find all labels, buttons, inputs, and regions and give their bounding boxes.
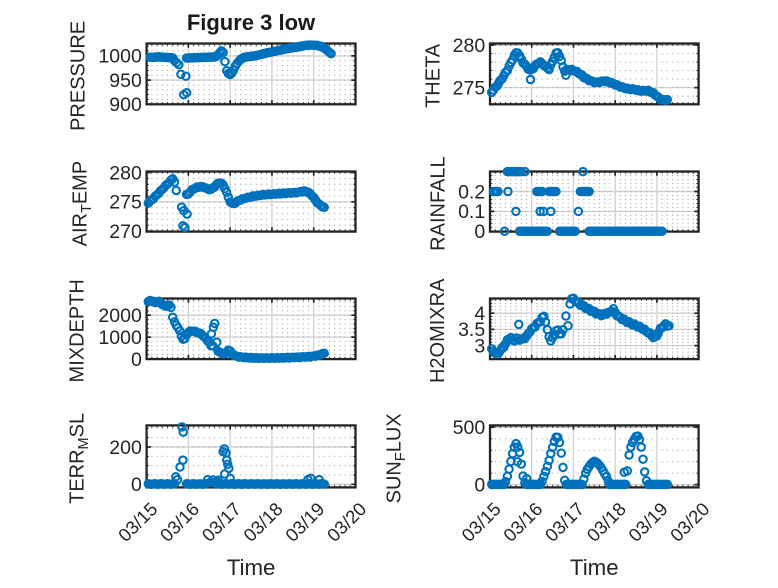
svg-text:1000: 1000 [98, 327, 142, 349]
svg-text:1000: 1000 [98, 46, 142, 68]
svg-text:900: 900 [109, 94, 142, 116]
svg-text:500: 500 [453, 417, 486, 439]
svg-text:275: 275 [109, 192, 142, 214]
svg-text:270: 270 [109, 221, 142, 243]
svg-text:PRESSURE: PRESSURE [67, 21, 89, 131]
svg-text:RAINFALL: RAINFALL [427, 156, 449, 250]
svg-text:Time: Time [227, 555, 276, 580]
svg-text:280: 280 [109, 162, 142, 184]
svg-text:AIRTEMP: AIRTEMP [69, 161, 95, 247]
svg-text:950: 950 [109, 70, 142, 92]
svg-text:0.2: 0.2 [458, 181, 485, 203]
svg-text:2000: 2000 [98, 305, 142, 327]
svg-text:280: 280 [453, 35, 486, 57]
svg-text:200: 200 [109, 437, 142, 459]
svg-text:Time: Time [570, 555, 619, 580]
svg-text:MIXDEPTH: MIXDEPTH [66, 279, 88, 382]
svg-text:275: 275 [453, 77, 486, 99]
svg-text:THETA: THETA [422, 43, 444, 108]
svg-text:4: 4 [474, 303, 485, 325]
svg-text:3: 3 [474, 335, 485, 357]
svg-text:Figure 3 low: Figure 3 low [187, 10, 316, 35]
svg-text:0: 0 [474, 221, 485, 243]
svg-text:H2OMIXRA: H2OMIXRA [427, 278, 449, 383]
svg-text:0.1: 0.1 [458, 201, 485, 223]
svg-text:0: 0 [131, 474, 142, 496]
svg-text:TERRMSL: TERRMSL [66, 413, 92, 504]
svg-text:3.5: 3.5 [458, 319, 485, 341]
svg-text:0: 0 [474, 474, 485, 496]
svg-text:0: 0 [131, 349, 142, 371]
